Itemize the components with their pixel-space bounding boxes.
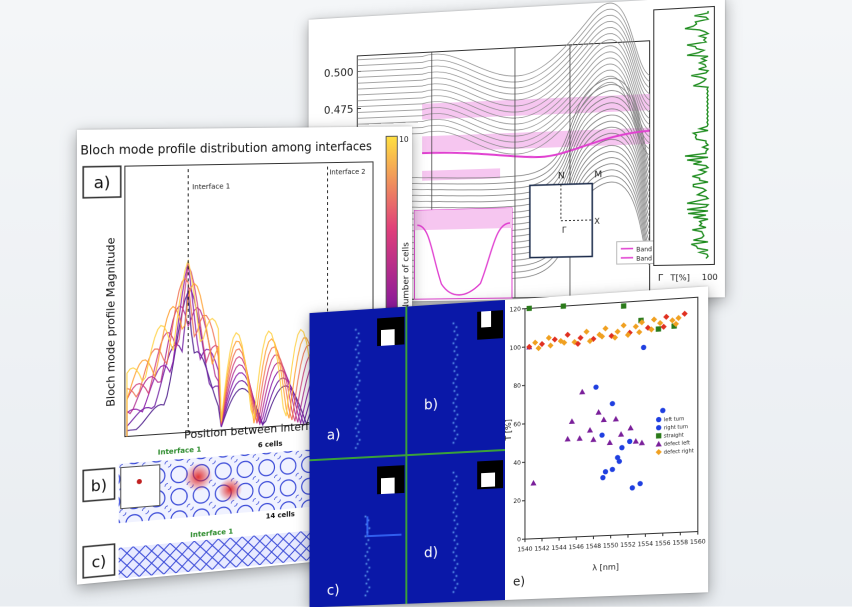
x-tick-label: 1542 bbox=[534, 545, 550, 553]
y-tick-label: 40 bbox=[513, 459, 521, 466]
field-label-b: b) bbox=[424, 397, 438, 414]
panel-label-b: b) bbox=[91, 476, 107, 496]
bz-label-m: M bbox=[594, 170, 602, 181]
t-axis-gamma: Γ bbox=[658, 273, 663, 284]
cells-14-label: 14 cells bbox=[266, 509, 295, 520]
interface-label-b: Interface 1 bbox=[158, 445, 202, 457]
band-line bbox=[357, 7, 649, 95]
data-point bbox=[561, 303, 566, 309]
band-line bbox=[357, 19, 649, 107]
legend-marker bbox=[656, 433, 661, 439]
legend-label: right turn bbox=[664, 424, 688, 431]
field-inset bbox=[121, 465, 160, 509]
x-tick-label: 1556 bbox=[655, 540, 671, 548]
field-label-c: c) bbox=[327, 583, 340, 599]
x-tick-label: 1554 bbox=[638, 541, 654, 549]
ytick-0500: 0.500 bbox=[324, 66, 354, 80]
field-label-d: d) bbox=[424, 545, 438, 562]
band-inset-highlight bbox=[414, 208, 512, 230]
bz-label-x: X bbox=[594, 217, 600, 226]
y-tick-label: 0 bbox=[517, 536, 521, 543]
field-scatter-panel: a) b) c) d) 1540154215441546154815501552… bbox=[310, 286, 709, 607]
legend-label: left turn bbox=[664, 416, 685, 423]
x-tick-label: 1560 bbox=[690, 538, 706, 546]
colorbar-label: Number of cells bbox=[402, 242, 411, 311]
bz-label-n: N bbox=[558, 171, 565, 181]
bloch-title: Bloch mode profile distribution among in… bbox=[80, 140, 372, 158]
x-tick-label: 1540 bbox=[517, 546, 532, 554]
legend-label: straight bbox=[664, 432, 684, 439]
ytick-0475: 0.475 bbox=[324, 103, 354, 117]
cells-6-label: 6 cells bbox=[258, 439, 283, 450]
field-scatter-figure: a) b) c) d) 1540154215441546154815501552… bbox=[310, 286, 709, 607]
interface-1-label: Interface 1 bbox=[192, 181, 230, 191]
band-highlight bbox=[422, 168, 500, 180]
interface-2-label: Interface 2 bbox=[329, 167, 365, 176]
colorbar-max: 10 bbox=[399, 135, 408, 144]
x-tick-label: 1550 bbox=[603, 542, 619, 550]
y-tick-label: 120 bbox=[510, 306, 522, 314]
structure-block-gap bbox=[381, 329, 395, 346]
panel-label-a: a) bbox=[94, 173, 111, 193]
interface-label-c: Interface 1 bbox=[190, 527, 233, 540]
data-point bbox=[621, 303, 626, 309]
scatter-xlabel: λ [nm] bbox=[592, 562, 619, 572]
scatter-chart: 1540154215441546154815501552155415561558… bbox=[504, 294, 706, 589]
structure-block-gap bbox=[381, 478, 395, 494]
x-tick-label: 1544 bbox=[551, 544, 567, 552]
t-axis-max: 100 bbox=[702, 272, 718, 282]
t-axis-label: T[%] bbox=[669, 273, 690, 283]
structure-block-gap bbox=[481, 473, 495, 488]
data-point bbox=[656, 326, 661, 332]
scatter-panel-label: e) bbox=[513, 574, 525, 589]
structure-block-gap bbox=[481, 311, 491, 328]
scatter-ylabel: T [%] bbox=[504, 419, 513, 442]
x-tick-label: 1552 bbox=[620, 541, 636, 549]
data-point bbox=[527, 306, 532, 312]
y-tick-label: 80 bbox=[513, 383, 521, 391]
field-label-a: a) bbox=[327, 427, 341, 444]
y-tick-label: 100 bbox=[510, 344, 522, 352]
band-line bbox=[357, 1, 649, 89]
y-tick-label: 60 bbox=[513, 421, 521, 429]
bz-label-gamma: Γ bbox=[562, 225, 567, 234]
panel-label-c: c) bbox=[92, 552, 107, 572]
x-tick-label: 1546 bbox=[569, 544, 585, 552]
x-tick-label: 1548 bbox=[586, 543, 602, 551]
y-tick-label: 20 bbox=[513, 498, 521, 505]
x-tick-label: 1558 bbox=[672, 539, 688, 547]
band-line bbox=[357, 13, 649, 101]
bloch-ylabel: Bloch mode profile Magnitude bbox=[104, 237, 117, 407]
